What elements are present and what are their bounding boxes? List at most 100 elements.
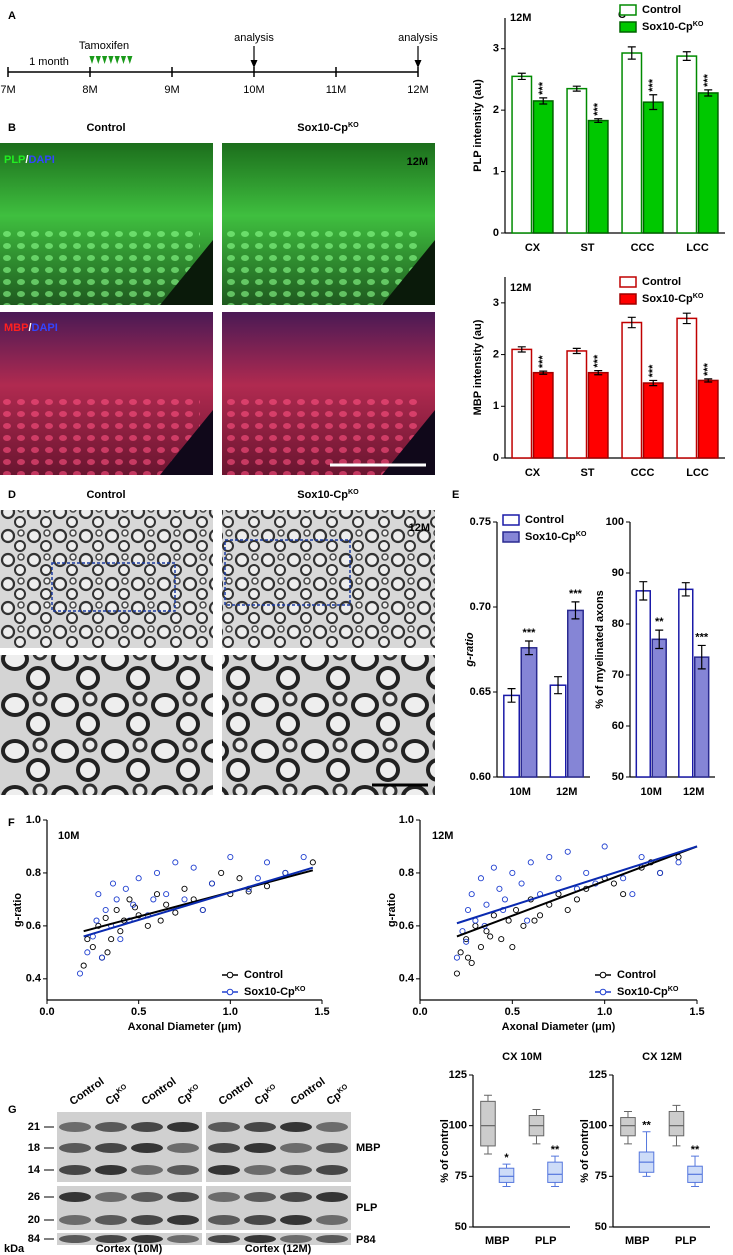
bar [621,321,643,459]
blot-band [59,1235,91,1243]
point [300,854,307,861]
y-tick-label: 75 [595,1170,607,1182]
point [84,936,91,943]
marker-unit: kDa [4,1243,25,1255]
chart-title: 12M [510,12,531,24]
whisker [691,1155,700,1187]
legend-marker [599,971,607,979]
y-axis-label: % of control [579,1119,591,1183]
legend-swatch [502,514,520,526]
blot-band [167,1235,199,1243]
y-tick-label: 2 [493,348,499,360]
point [126,896,133,903]
error-bar [704,89,713,97]
y-tick-label: 0.6 [399,920,414,932]
legend-label: Control [642,276,681,288]
chart-title: 10M [58,830,79,842]
point [227,854,234,861]
box [620,1117,636,1137]
point [172,859,179,866]
blot-band [131,1122,163,1132]
stain-part: / [28,322,31,334]
point [199,906,206,914]
column-header: Sox10-CpKO [297,121,359,134]
point [498,936,505,943]
lane-label: Control [289,1076,328,1108]
blot-band [316,1235,348,1243]
y-axis-label: % of control [439,1119,451,1183]
whisker [532,1108,541,1145]
error-bar [594,118,603,124]
legend-label: Sox10-CpKO [244,985,306,998]
point [487,933,494,940]
point [80,962,87,969]
error-bar [627,316,636,329]
stain-part: DAPI [28,154,54,166]
blot-band [316,1192,348,1202]
blot-band [208,1143,240,1153]
blot-group: Cortex (10M) [96,1243,163,1255]
marker-label: 20 [28,1214,40,1226]
whisker [502,1163,511,1187]
column-header: Control [86,489,125,501]
bar [587,119,609,234]
chart-title: 12M [510,282,531,294]
point [638,854,645,861]
blot-band [208,1235,240,1243]
error-bar [539,370,548,375]
timeline-label: 9M [164,84,179,96]
column-header-main: Sox10-Cp [297,122,348,134]
point [472,922,479,929]
x-tick-label: 12M [683,786,704,798]
stain-part: / [25,154,28,166]
age-label: 12M [407,156,428,168]
fit-line [456,845,698,925]
column-header: Sox10-CpKO [297,488,359,501]
blot-band [244,1165,276,1175]
x-tick-label: MBP [625,1235,649,1247]
point [95,891,102,898]
column-header: Control [86,122,125,134]
y-tick-label: 0.65 [470,686,491,698]
fit-line [83,866,314,938]
blot-band [131,1143,163,1153]
blot-band [167,1143,199,1153]
blot-band [280,1122,312,1132]
point [573,896,581,903]
blot-band [95,1192,127,1202]
y-axis-label: MBP intensity (au) [472,319,484,415]
x-tick-label: 1.0 [223,1006,238,1018]
protein-label: PLP [356,1202,377,1214]
y-axis-label: % of myelinated axons [594,590,606,709]
em-images [0,510,435,795]
x-tick-label: 10M [641,786,662,798]
x-tick-label: 0.5 [505,1006,520,1018]
bar [642,101,664,234]
panel-label: G [8,1104,17,1116]
chart-title: CX 12M [642,1051,682,1063]
marker-label: 14 [28,1164,41,1176]
legend-swatch [619,4,637,16]
whisker [642,1131,651,1177]
point [509,944,516,951]
significance: * [504,1152,509,1164]
lane-label: CpKO [252,1082,281,1108]
point [464,954,472,961]
point [236,875,243,882]
point [157,917,164,924]
error-bar [507,688,516,703]
ventricle [382,410,435,475]
point [509,869,516,876]
column-header-sup: KO [348,488,359,496]
lane-label: CpKO [175,1082,204,1108]
legend-swatch [619,276,637,288]
timeline-label: 8M [82,84,97,96]
bar [697,92,719,234]
y-tick-label: 1.0 [399,814,414,826]
point [150,896,157,903]
point [113,896,120,903]
box [547,1161,563,1183]
bar [676,317,698,459]
interval-label: 1 month [29,56,69,68]
box [668,1110,685,1137]
